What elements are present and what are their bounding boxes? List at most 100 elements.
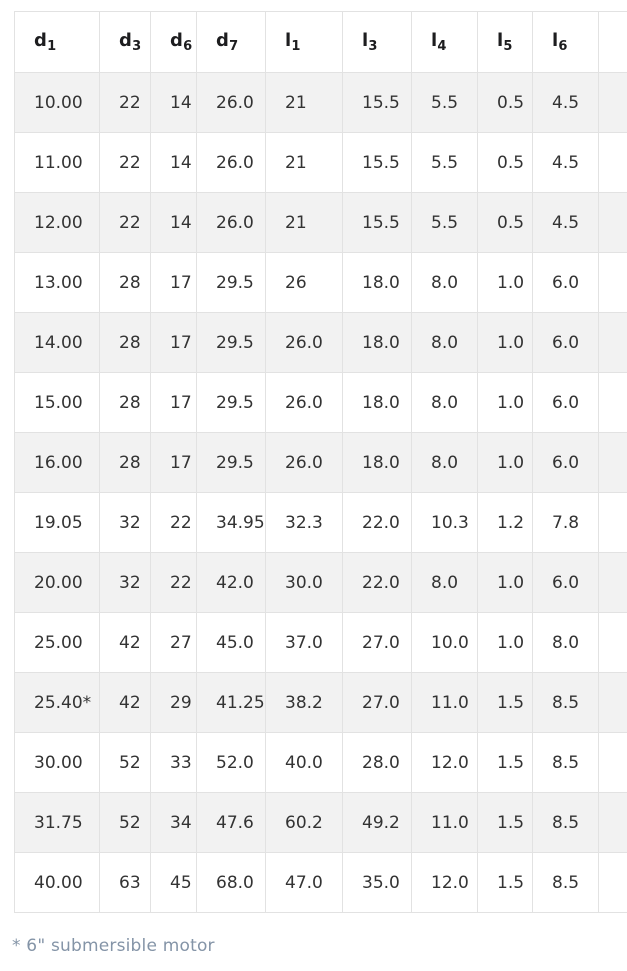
column-header-l1: l1 (265, 11, 343, 73)
table-cell: 5.5 (411, 192, 478, 253)
table-cell: 16.00 (14, 432, 100, 493)
table-cell: 29.5 (196, 252, 266, 313)
header-subscript: 1 (47, 39, 57, 54)
table-cell: 26.0 (196, 72, 266, 133)
table-row: 11.00 22 14 26.0 21 15.5 5.5 0.5 4.5 (14, 132, 627, 193)
table-row: 15.00 28 17 29.5 26.0 18.0 8.0 1.0 6.0 (14, 372, 627, 433)
table-cell: 52 (99, 792, 151, 853)
table-cell: 8.5 (532, 732, 599, 793)
table-cell: 13.00 (14, 252, 100, 313)
table-cell: 6.0 (532, 252, 599, 313)
table-cell: 8.0 (411, 372, 478, 433)
table-cell-empty (598, 192, 627, 253)
table-cell: 45 (150, 852, 197, 913)
table-cell: 32 (99, 492, 151, 553)
header-subscript: 1 (291, 39, 301, 54)
table-cell: 31.75 (14, 792, 100, 853)
table-cell: 45.0 (196, 612, 266, 673)
table-cell-empty (598, 792, 627, 853)
table-row: 16.00 28 17 29.5 26.0 18.0 8.0 1.0 6.0 (14, 432, 627, 493)
table-cell: 12.0 (411, 732, 478, 793)
table-cell: 18.0 (342, 252, 412, 313)
column-header-l3: l3 (342, 11, 412, 73)
table-cell: 21 (265, 72, 343, 133)
table-cell: 28 (99, 432, 151, 493)
table-cell: 49.2 (342, 792, 412, 853)
table-cell: 42 (99, 672, 151, 733)
table-cell: 29.5 (196, 432, 266, 493)
table-cell: 14 (150, 72, 197, 133)
table-cell: 17 (150, 252, 197, 313)
table-cell-empty (598, 672, 627, 733)
table-cell: 22.0 (342, 552, 412, 613)
column-header-d7: d7 (196, 11, 266, 73)
table-cell: 40.0 (265, 732, 343, 793)
table-cell: 29 (150, 672, 197, 733)
table-cell: 4.5 (532, 72, 599, 133)
table-cell: 26.0 (265, 372, 343, 433)
column-header-empty (598, 11, 627, 73)
table-cell: 32 (99, 552, 151, 613)
table-cell: 32.3 (265, 492, 343, 553)
table-cell: 10.00 (14, 72, 100, 133)
table-cell: 26 (265, 252, 343, 313)
table-cell: 8.0 (411, 432, 478, 493)
table-cell: 8.5 (532, 852, 599, 913)
table-cell: 10.0 (411, 612, 478, 673)
table-cell: 8.0 (532, 612, 599, 673)
table-cell: 21 (265, 192, 343, 253)
header-base: l (552, 30, 559, 51)
table-cell: 22 (99, 72, 151, 133)
table-cell: 17 (150, 372, 197, 433)
table-row: 13.00 28 17 29.5 26 18.0 8.0 1.0 6.0 (14, 252, 627, 313)
table-cell: 10.3 (411, 492, 478, 553)
table-cell: 1.5 (477, 672, 533, 733)
table-cell: 14 (150, 132, 197, 193)
table-cell: 19.05 (14, 492, 100, 553)
table-cell-empty (598, 492, 627, 553)
table-cell: 18.0 (342, 372, 412, 433)
table-cell: 28 (99, 312, 151, 373)
table-cell: 30.0 (265, 552, 343, 613)
table-cell: 15.5 (342, 132, 412, 193)
table-cell: 68.0 (196, 852, 266, 913)
table-cell: 47.0 (265, 852, 343, 913)
table-cell: 1.5 (477, 792, 533, 853)
table-cell: 20.00 (14, 552, 100, 613)
table-cell: 29.5 (196, 312, 266, 373)
table-cell: 27.0 (342, 672, 412, 733)
table-cell: 6.0 (532, 552, 599, 613)
table-cell: 40.00 (14, 852, 100, 913)
table-cell: 1.0 (477, 552, 533, 613)
table-cell: 8.5 (532, 792, 599, 853)
header-base: l (497, 30, 504, 51)
table-cell-empty (598, 432, 627, 493)
table-row: 40.00 63 45 68.0 47.0 35.0 12.0 1.5 8.5 (14, 852, 627, 913)
table-cell: 17 (150, 432, 197, 493)
table-cell: 33 (150, 732, 197, 793)
table-cell: 1.5 (477, 732, 533, 793)
table-cell-empty (598, 372, 627, 433)
table-cell: 4.5 (532, 192, 599, 253)
table-cell: 5.5 (411, 132, 478, 193)
header-subscript: 7 (229, 39, 239, 54)
table-cell: 25.40* (14, 672, 100, 733)
table-row: 25.00 42 27 45.0 37.0 27.0 10.0 1.0 8.0 (14, 612, 627, 673)
table-cell: 42.0 (196, 552, 266, 613)
table-cell: 8.0 (411, 252, 478, 313)
table-cell: 11.0 (411, 672, 478, 733)
table-cell: 26.0 (265, 432, 343, 493)
table-cell: 60.2 (265, 792, 343, 853)
header-base: l (285, 30, 292, 51)
table-cell: 22 (150, 492, 197, 553)
table-cell: 6.0 (532, 432, 599, 493)
table-cell: 22 (150, 552, 197, 613)
table-cell: 5.5 (411, 72, 478, 133)
table-cell: 26.0 (196, 192, 266, 253)
header-base: d (170, 30, 184, 51)
table-header: d1 d3 d6 d7 l1 l3 l4 l5 l6 (14, 11, 627, 73)
table-cell: 27 (150, 612, 197, 673)
table-cell: 26.0 (265, 312, 343, 373)
table-cell: 30.00 (14, 732, 100, 793)
